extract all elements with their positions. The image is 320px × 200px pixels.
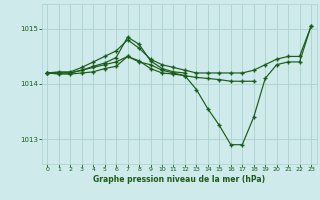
X-axis label: Graphe pression niveau de la mer (hPa): Graphe pression niveau de la mer (hPa) [93,175,265,184]
